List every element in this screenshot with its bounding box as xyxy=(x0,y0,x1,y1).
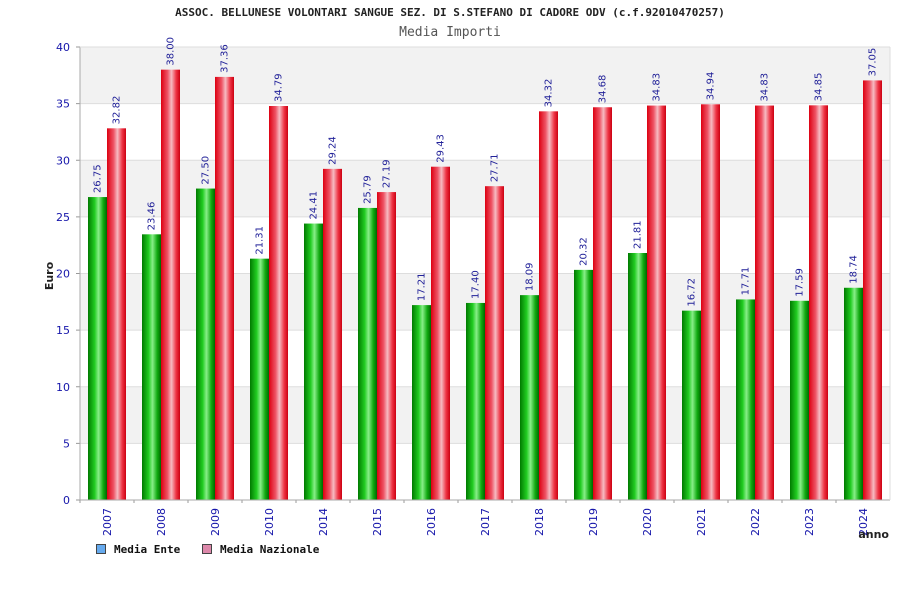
value-label-media-ente-2023: 17.59 xyxy=(795,268,806,297)
bar-media-ente-2015 xyxy=(358,207,377,500)
legend-item-media-nazionale: Media Nazionale xyxy=(202,543,319,556)
x-tick-label-2010: 2010 xyxy=(263,508,276,536)
bar-media-nazionale-2014 xyxy=(323,168,342,500)
bar-media-nazionale-2009 xyxy=(215,76,234,500)
value-label-media-ente-2015: 25.79 xyxy=(363,175,374,204)
value-label-media-nazionale-2022: 34.83 xyxy=(760,73,771,102)
value-label-media-nazionale-2016: 29.43 xyxy=(436,134,447,163)
bar-media-ente-2021 xyxy=(682,310,701,500)
x-tick-label-2016: 2016 xyxy=(425,508,438,536)
bar-media-ente-2024 xyxy=(844,287,863,500)
x-tick-label-2024: 2024 xyxy=(857,508,870,536)
bar-media-nazionale-2015 xyxy=(377,192,396,501)
value-label-media-nazionale-2014: 29.24 xyxy=(328,136,339,165)
value-label-media-nazionale-2023: 34.85 xyxy=(814,73,825,102)
value-label-media-ente-2019: 20.32 xyxy=(579,237,590,266)
value-label-media-nazionale-2008: 38.00 xyxy=(166,37,177,66)
x-axis-label: anno xyxy=(858,528,889,541)
x-tick-label-2021: 2021 xyxy=(695,508,708,536)
bar-media-nazionale-2023 xyxy=(809,105,828,500)
bar-media-ente-2023 xyxy=(790,300,809,500)
value-label-media-ente-2017: 17.40 xyxy=(471,270,482,299)
bar-media-nazionale-2022 xyxy=(755,105,774,501)
legend-label-media-ente: Media Ente xyxy=(114,543,181,556)
value-label-media-ente-2009: 27.50 xyxy=(201,156,212,185)
bar-media-nazionale-2020 xyxy=(647,105,666,501)
value-label-media-ente-2021: 16.72 xyxy=(687,278,698,307)
value-label-media-ente-2018: 18.09 xyxy=(525,262,536,291)
legend-swatch-media-ente xyxy=(96,544,106,554)
value-label-media-nazionale-2017: 27.71 xyxy=(490,154,501,183)
bar-media-ente-2018 xyxy=(520,295,539,500)
x-tick-label-2019: 2019 xyxy=(587,508,600,536)
value-label-media-nazionale-2015: 27.19 xyxy=(382,159,393,188)
y-tick-label-30: 30 xyxy=(56,154,70,167)
value-label-media-nazionale-2007: 32.82 xyxy=(112,96,123,125)
y-tick-label-40: 40 xyxy=(56,41,70,54)
value-label-media-ente-2014: 24.41 xyxy=(309,191,320,220)
x-tick-label-2008: 2008 xyxy=(155,508,168,536)
bar-media-ente-2020 xyxy=(628,253,647,500)
y-tick-label-25: 25 xyxy=(56,211,70,224)
bar-media-ente-2016 xyxy=(412,305,431,500)
bar-media-ente-2007 xyxy=(88,197,107,500)
value-label-media-nazionale-2010: 34.79 xyxy=(274,73,285,102)
value-label-media-nazionale-2009: 37.36 xyxy=(220,44,231,73)
bar-media-ente-2009 xyxy=(196,188,215,500)
value-label-media-nazionale-2020: 34.83 xyxy=(652,73,663,102)
value-label-media-nazionale-2021: 34.94 xyxy=(706,72,717,101)
x-tick-label-2022: 2022 xyxy=(749,508,762,536)
chart-subtitle: Media Importi xyxy=(399,25,501,40)
bar-media-nazionale-2019 xyxy=(593,107,612,501)
bar-media-ente-2014 xyxy=(304,223,323,500)
bar-media-nazionale-2016 xyxy=(431,166,450,500)
x-tick-label-2015: 2015 xyxy=(371,508,384,536)
x-tick-label-2007: 2007 xyxy=(101,508,114,536)
value-label-media-ente-2022: 17.71 xyxy=(741,267,752,296)
y-tick-label-35: 35 xyxy=(56,98,70,111)
y-axis-label: Euro xyxy=(43,261,56,290)
value-label-media-ente-2010: 21.31 xyxy=(255,226,266,255)
x-tick-label-2018: 2018 xyxy=(533,508,546,536)
bar-media-ente-2022 xyxy=(736,299,755,500)
y-tick-label-10: 10 xyxy=(56,381,70,394)
x-tick-label-2009: 2009 xyxy=(209,508,222,536)
value-label-media-ente-2016: 17.21 xyxy=(417,272,428,301)
x-tick-label-2014: 2014 xyxy=(317,508,330,536)
x-tick-label-2023: 2023 xyxy=(803,508,816,536)
y-tick-label-15: 15 xyxy=(56,324,70,337)
y-tick-label-0: 0 xyxy=(63,494,70,507)
legend-item-media-ente: Media Ente xyxy=(96,543,180,556)
x-tick-label-2020: 2020 xyxy=(641,508,654,536)
value-label-media-nazionale-2018: 34.32 xyxy=(544,79,555,108)
legend-swatch-media-nazionale xyxy=(202,544,212,554)
value-label-media-ente-2024: 18.74 xyxy=(849,255,860,284)
y-tick-label-20: 20 xyxy=(56,268,70,281)
bar-media-nazionale-2007 xyxy=(107,128,126,500)
value-label-media-ente-2020: 21.81 xyxy=(633,220,644,249)
legend-label-media-nazionale: Media Nazionale xyxy=(220,543,320,556)
bar-media-ente-2010 xyxy=(250,258,269,500)
x-tick-label-2017: 2017 xyxy=(479,508,492,536)
value-label-media-nazionale-2019: 34.68 xyxy=(598,75,609,104)
chart-title: ASSOC. BELLUNESE VOLONTARI SANGUE SEZ. D… xyxy=(175,6,725,19)
value-label-media-nazionale-2024: 37.05 xyxy=(868,48,879,77)
bar-media-nazionale-2021 xyxy=(701,104,720,500)
bar-media-ente-2017 xyxy=(466,302,485,500)
bar-media-nazionale-2008 xyxy=(161,69,180,501)
bar-media-ente-2019 xyxy=(574,269,593,500)
bar-media-nazionale-2017 xyxy=(485,186,504,500)
bar-media-ente-2008 xyxy=(142,234,161,501)
bar-media-nazionale-2024 xyxy=(863,80,882,500)
y-tick-label-5: 5 xyxy=(63,437,70,450)
value-label-media-ente-2007: 26.75 xyxy=(93,164,104,193)
bar-media-nazionale-2010 xyxy=(269,106,288,501)
value-label-media-ente-2008: 23.46 xyxy=(147,202,158,231)
bar-media-nazionale-2018 xyxy=(539,111,558,501)
